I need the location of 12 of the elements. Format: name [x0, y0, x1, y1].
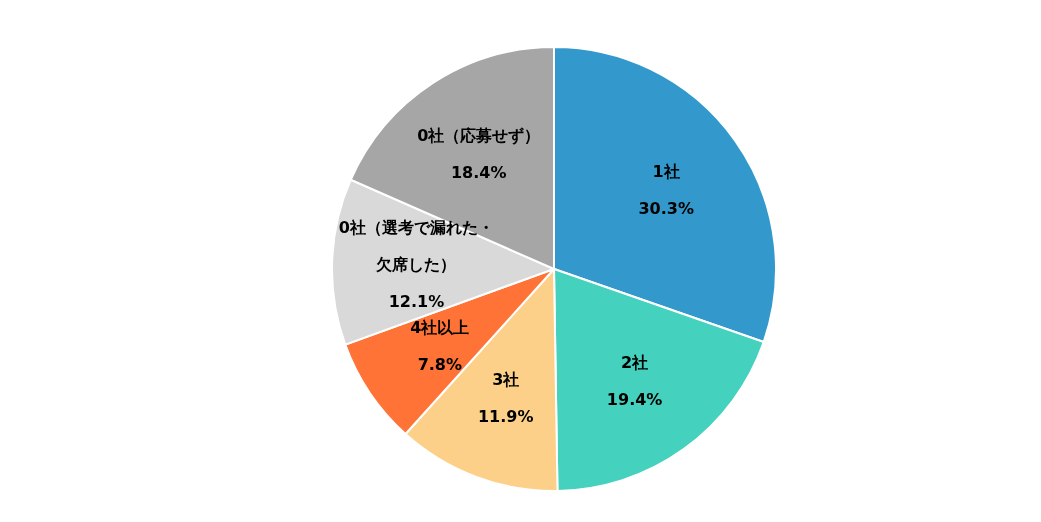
slice-label: 2社	[621, 352, 649, 372]
data-label: 7.8%	[417, 354, 463, 374]
slice-label: 3社	[492, 369, 520, 389]
slice-label: 1社	[652, 161, 680, 181]
data-label: 12.1%	[388, 291, 445, 311]
slice-label: 0社（選考で漏れた・欠席した）	[338, 217, 495, 274]
data-label: 18.4%	[450, 162, 507, 182]
slice-label: 4社以上	[410, 317, 470, 337]
data-label: 19.4%	[606, 389, 663, 409]
slice-label: 0社（応募せず）	[417, 125, 541, 145]
data-label: 30.3%	[638, 198, 694, 218]
data-label: 11.9%	[477, 406, 534, 426]
